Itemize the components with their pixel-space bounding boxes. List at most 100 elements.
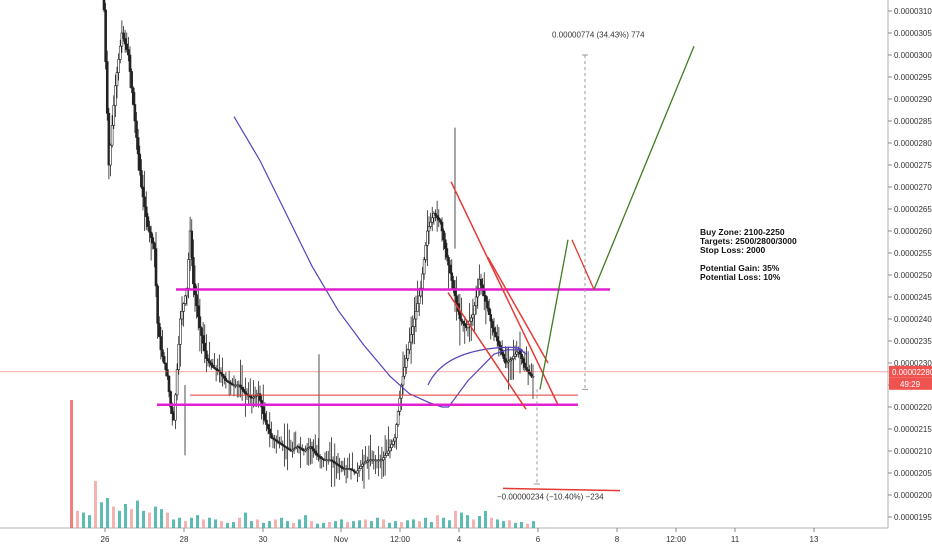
candle-body bbox=[148, 226, 151, 233]
note-stop-loss: Stop Loss: 2000 bbox=[700, 245, 766, 255]
candle-body bbox=[153, 242, 156, 249]
candle-body bbox=[414, 310, 418, 320]
candle-body bbox=[492, 327, 496, 333]
candle-body bbox=[205, 350, 208, 359]
candle-body bbox=[352, 470, 356, 473]
candle-body bbox=[214, 368, 218, 370]
candle-body bbox=[341, 467, 345, 469]
candle-body bbox=[411, 326, 415, 335]
projection-pullback bbox=[571, 239, 595, 290]
volume-bar bbox=[106, 498, 109, 528]
volume-bar bbox=[238, 517, 241, 528]
candle-body bbox=[502, 353, 506, 359]
candle-body bbox=[276, 440, 280, 443]
candle-body bbox=[200, 327, 203, 336]
candle-body bbox=[525, 367, 528, 370]
candle-body bbox=[265, 419, 268, 425]
candle-body bbox=[278, 441, 281, 444]
candle-body bbox=[393, 437, 397, 442]
gain-measure-label: 0.00000774 (34.43%) 774 bbox=[552, 30, 645, 39]
volume-bar bbox=[418, 521, 421, 528]
volume-bar bbox=[88, 515, 91, 528]
volume-bar bbox=[124, 504, 127, 528]
candle-body bbox=[180, 310, 184, 320]
volume-bar bbox=[448, 520, 451, 528]
candle-body bbox=[213, 367, 216, 369]
candle-body bbox=[292, 448, 296, 451]
candle-body bbox=[479, 279, 483, 286]
note-targets: Targets: 2500/2800/3000 bbox=[700, 236, 797, 246]
candle-body bbox=[460, 318, 463, 322]
candle-body bbox=[263, 413, 267, 421]
channel-mid bbox=[487, 257, 549, 364]
candle-body bbox=[473, 305, 476, 315]
candle-body bbox=[365, 460, 369, 463]
volume-bar bbox=[376, 517, 379, 528]
candle-body bbox=[508, 359, 512, 362]
candle-body bbox=[434, 213, 437, 216]
candle-body bbox=[489, 314, 493, 322]
volume-bar bbox=[472, 519, 475, 528]
candle-body bbox=[349, 468, 353, 471]
volume-bar bbox=[316, 523, 319, 528]
note-potential-gain: Potential Gain: 35% bbox=[700, 263, 780, 273]
x-axis-ticks: 26 28 30 Nov 12:00 4 6 8 12:00 11 13 bbox=[101, 528, 819, 544]
channel-upper bbox=[450, 181, 559, 406]
candle-body bbox=[190, 230, 194, 258]
candle-body bbox=[417, 295, 421, 304]
volume-bar bbox=[172, 519, 175, 528]
candle-body bbox=[531, 375, 535, 378]
volume-bar bbox=[250, 521, 253, 528]
candle-body bbox=[409, 334, 413, 343]
candle-body bbox=[469, 317, 473, 322]
candle-body bbox=[192, 257, 195, 285]
candle-body bbox=[201, 335, 205, 344]
candle-body bbox=[463, 323, 467, 326]
candle-body bbox=[520, 353, 523, 359]
volume-bar bbox=[310, 521, 313, 528]
candle-body bbox=[143, 196, 146, 208]
candle-body bbox=[429, 221, 432, 227]
candle-body bbox=[406, 349, 410, 359]
x-tick-label: 12:00 bbox=[666, 535, 687, 544]
volume-bar bbox=[220, 521, 223, 528]
volume-bar bbox=[370, 521, 373, 528]
candle-body bbox=[154, 248, 158, 287]
volume-bar bbox=[190, 517, 193, 528]
candle-body bbox=[450, 272, 454, 281]
x-tick-label: 12:00 bbox=[390, 535, 411, 544]
candle-body bbox=[356, 470, 359, 474]
candle-body bbox=[476, 287, 480, 298]
candle-body bbox=[115, 72, 119, 87]
x-tick-label: 26 bbox=[101, 535, 110, 544]
candle-body bbox=[388, 447, 392, 452]
volume-bar bbox=[166, 512, 169, 528]
volume-bar bbox=[346, 522, 349, 528]
candle-body bbox=[380, 459, 384, 462]
candle-body bbox=[182, 303, 185, 312]
projection-leg-1 bbox=[539, 239, 569, 390]
candle-body bbox=[322, 458, 325, 461]
candle-body bbox=[187, 259, 190, 289]
volume-bar bbox=[496, 519, 499, 528]
candle-body bbox=[226, 380, 229, 383]
volume-bar bbox=[100, 502, 103, 528]
candle-body bbox=[387, 450, 390, 454]
candle-body bbox=[144, 206, 148, 218]
candle-body bbox=[362, 462, 366, 465]
candle-body bbox=[123, 38, 127, 45]
volume-bar bbox=[502, 521, 505, 528]
volume-bar bbox=[382, 519, 385, 528]
volume-bar bbox=[520, 522, 523, 528]
volume-bar bbox=[256, 519, 259, 528]
x-tick-label: 6 bbox=[536, 535, 541, 544]
